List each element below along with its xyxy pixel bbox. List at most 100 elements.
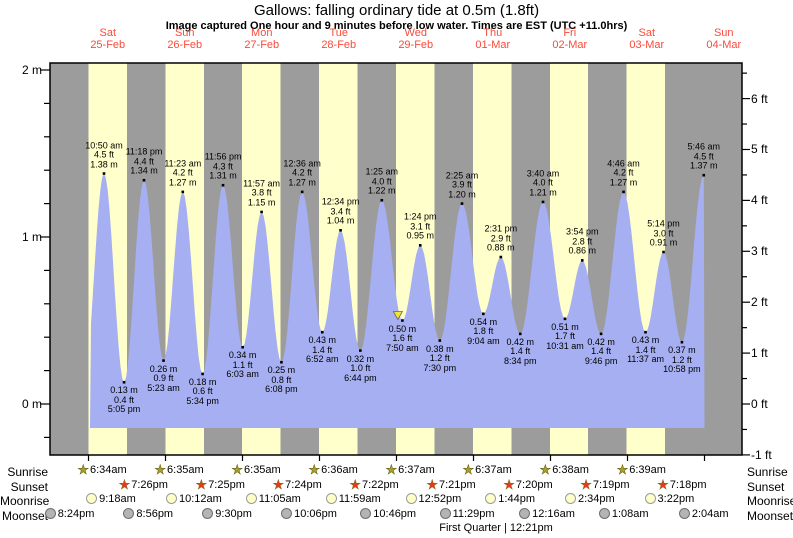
sunrise-time: 6:35am — [167, 464, 204, 476]
tide-extreme-dot — [460, 202, 464, 205]
day-label: Tue 28-Feb — [321, 27, 357, 51]
moon-phase-note: First Quarter | 12:21pm — [439, 522, 553, 534]
current-time-marker — [392, 311, 404, 321]
tide-extreme-dot — [438, 339, 442, 342]
sunrise-time: 6:37am — [475, 464, 512, 476]
sunrise-icon: ★ — [462, 462, 475, 477]
tide-extreme-dot — [102, 172, 106, 175]
moonset-icon — [519, 507, 531, 519]
high-tide-label: 11:57 am 3.8 ft 1.15 m — [243, 178, 281, 208]
sunset-icon: ★ — [272, 476, 285, 492]
tide-extreme-dot — [662, 250, 665, 254]
tide-extreme-dot — [201, 372, 204, 376]
moonset-event: 9:30pm — [202, 507, 252, 521]
high-tide-label: 2:25 am 3.9 ft 1.20 m — [445, 170, 479, 200]
tide-extreme-dot — [339, 229, 342, 232]
sunset-icon: ★ — [195, 476, 208, 492]
sunset-event: ★7:26pm — [118, 477, 168, 492]
high-tide-label: 12:36 am 4.2 ft 1.27 m — [283, 158, 321, 188]
page-title: Gallows: falling ordinary tide at 0.5m (… — [253, 2, 540, 19]
tide-extreme-dot — [644, 330, 647, 334]
sunset-time: 7:18pm — [669, 478, 707, 491]
tide-extreme-dot — [221, 183, 225, 187]
moonset-event: 11:29pm — [439, 507, 495, 521]
moonset-icon — [439, 507, 451, 519]
low-tide-label: 0.42 m 1.4 ft 9:46 pm — [584, 336, 618, 366]
page-subtitle: Image captured One hour and 9 minutes be… — [165, 20, 628, 32]
moonset-icon — [202, 507, 214, 519]
low-tide-label: 0.26 m 0.9 ft 5:23 am — [147, 363, 180, 393]
low-tide-label: 0.34 m 1.1 ft 6:03 am — [226, 350, 259, 380]
sunrise-icon: ★ — [77, 462, 89, 477]
low-tide-label: 0.50 m 1.6 ft 7:50 am — [386, 323, 419, 353]
sunset-time: 7:20pm — [515, 478, 553, 491]
y-axis-label-ft: 2 ft — [751, 295, 768, 310]
moonset-icon — [281, 507, 293, 519]
moonrise-event: 9:18am — [86, 493, 136, 506]
moonrise-row-label-left: Moonrise — [0, 494, 50, 508]
high-tide-label: 12:34 pm 3.4 ft 1.04 m — [321, 196, 360, 226]
moonset-time: 10:46pm — [373, 507, 417, 520]
moonset-event: 12:16am — [519, 507, 575, 521]
sunrise-icon: ★ — [308, 462, 321, 477]
low-tide-label: 0.42 m 1.4 ft 8:34 pm — [503, 336, 537, 366]
sunrise-event: ★6:39am — [616, 463, 666, 477]
moonrise-event: 1:44pm — [485, 493, 535, 506]
moonrise-icon — [485, 493, 497, 504]
tide-extreme-dot — [181, 190, 185, 194]
low-tide-label: 0.32 m 1.0 ft 6:44 pm — [344, 353, 377, 383]
day-label: Mon 27-Feb — [244, 27, 280, 51]
day-label: Thu 01-Mar — [475, 27, 511, 51]
y-axis-label-ft: 3 ft — [751, 244, 768, 259]
tide-extreme-dot — [563, 317, 567, 321]
y-axis-label-ft: 5 ft — [751, 142, 768, 157]
tide-extreme-dot — [359, 349, 362, 352]
tide-curve-area — [90, 173, 705, 428]
sunset-icon: ★ — [503, 476, 515, 492]
sunset-event: ★7:19pm — [580, 477, 630, 492]
sunset-time: 7:24pm — [285, 478, 322, 491]
moonset-event: 8:56pm — [123, 507, 174, 521]
y-axis-label-ft: 1 ft — [751, 346, 768, 361]
sunrise-event: ★6:37am — [385, 463, 435, 477]
moonset-time: 11:29pm — [452, 507, 495, 520]
sunset-event: ★7:18pm — [657, 476, 707, 492]
sunrise-event: ★6:34am — [77, 462, 127, 477]
y-axis-label-m: 1 m — [21, 230, 42, 244]
sunset-time: 7:22pm — [362, 478, 399, 491]
high-tide-label: 11:23 am 4.2 ft 1.27 m — [164, 158, 202, 188]
tide-extreme-dot — [482, 312, 485, 316]
sunrise-time: 6:38am — [552, 464, 589, 476]
day-label: Sun 26-Feb — [167, 27, 203, 51]
sunrise-icon: ★ — [231, 462, 244, 477]
high-tide-label: 11:18 pm 4.4 ft 1.34 m — [125, 146, 163, 176]
sunset-time: 7:21pm — [438, 478, 476, 491]
moonrise-time: 1:44pm — [498, 493, 535, 505]
moonset-event: 10:46pm — [360, 507, 417, 521]
moonrise-time: 9:18am — [99, 493, 136, 505]
tide-extreme-dot — [162, 359, 165, 362]
moonset-time: 12:16am — [532, 507, 575, 520]
sunset-icon: ★ — [657, 476, 669, 492]
tide-extreme-dot — [599, 332, 603, 336]
low-tide-label: 0.54 m 1.8 ft 9:04 am — [467, 316, 500, 346]
moonset-icon — [123, 507, 135, 519]
moonrise-icon — [644, 493, 656, 504]
moonset-icon — [598, 507, 610, 519]
tide-extreme-dot — [380, 198, 384, 202]
day-label: Sun 04-Mar — [706, 27, 742, 51]
tide-extreme-dot — [680, 340, 684, 344]
sunrise-time: 6:34am — [89, 464, 127, 476]
tide-extreme-dot — [300, 190, 304, 194]
day-label: Fri 02-Mar — [552, 27, 588, 51]
y-axis-label-ft: 6 ft — [751, 91, 768, 106]
sunrise-icon: ★ — [539, 462, 552, 477]
sunset-row-label-left: Sunset — [10, 479, 48, 494]
high-tide-label: 3:54 pm 2.8 ft 0.86 m — [565, 226, 599, 256]
y-axis-label-ft: -1 ft — [751, 447, 772, 462]
moonset-time: 8:56pm — [136, 507, 174, 520]
moonrise-event: 3:22pm — [644, 493, 694, 506]
high-tide-label: 3:40 am 4.0 ft 1.21 m — [526, 168, 560, 198]
moonrise-time: 10:12am — [178, 493, 222, 505]
sunrise-event: ★6:35am — [231, 462, 281, 477]
